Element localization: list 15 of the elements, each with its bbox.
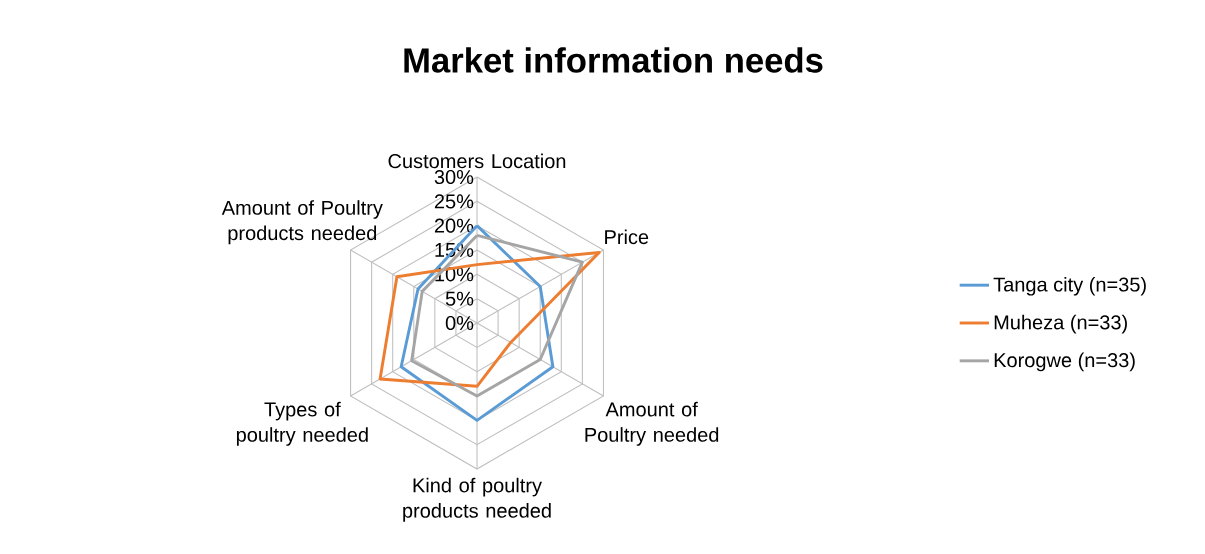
- y-tick-label: 5%: [445, 291, 474, 306]
- y-tick-label: 25%: [434, 194, 474, 209]
- spoke-label: Kind of poultry products needed: [403, 477, 551, 522]
- y-tick-label: 20%: [434, 218, 474, 233]
- legend-label: Muheza (n=33): [994, 314, 1127, 334]
- legend-label: Korogwe (n=33): [994, 352, 1135, 372]
- spoke-label: Types of poultry needed: [236, 401, 368, 446]
- legend-label: Tanga city (n=35): [993, 276, 1146, 296]
- spoke-label: Amount of Poultry needed: [585, 401, 719, 446]
- spoke-label: Amount of Poultry products needed: [221, 200, 383, 245]
- y-tick-label: 30%: [434, 169, 474, 185]
- chart-title: Market information needs: [404, 47, 823, 73]
- y-tick-label: 0%: [445, 315, 474, 331]
- spoke-label: Customers Location: [388, 153, 566, 169]
- spoke-label: Price: [605, 229, 649, 245]
